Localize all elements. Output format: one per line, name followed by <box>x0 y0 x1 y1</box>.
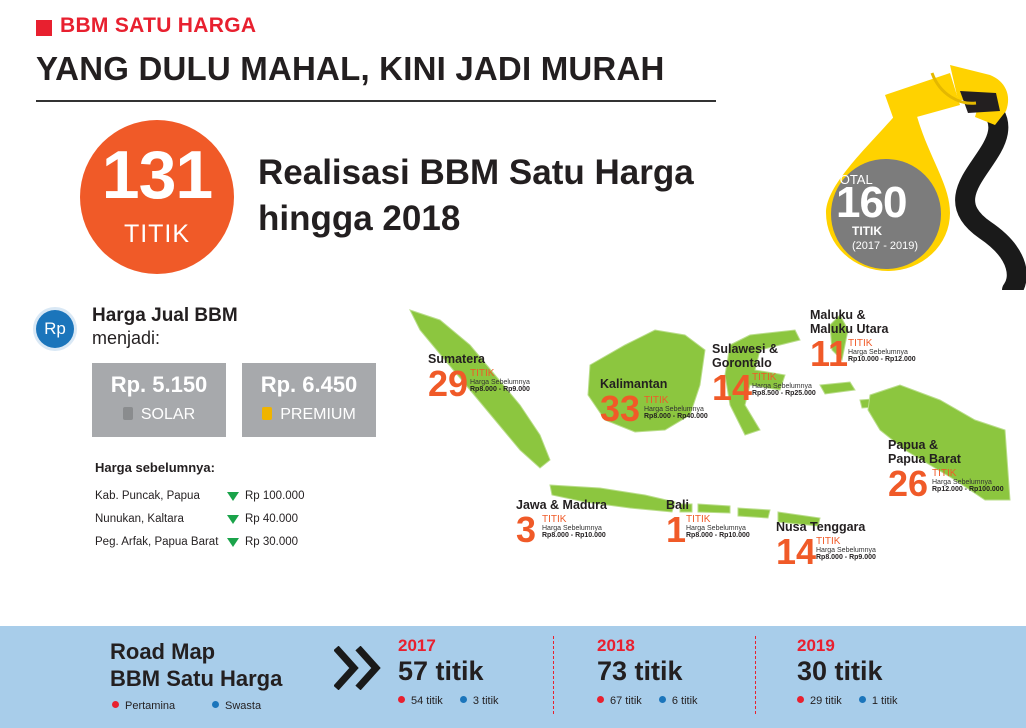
island-sulawesi <box>724 329 801 436</box>
kicker-square <box>36 20 52 36</box>
realisasi-circle: 131 TITIK <box>80 120 234 274</box>
red-dot-icon <box>112 701 119 708</box>
previous-location: Peg. Arfak, Papua Barat <box>95 536 219 548</box>
region-sulawesi: Sulawesi & Gorontalo 14 TITIK Harga Sebe… <box>712 342 816 408</box>
island-kalimantan <box>587 329 706 433</box>
total-label: TOTAL <box>832 172 873 187</box>
red-dot-icon <box>398 696 405 703</box>
region-count: 26 <box>888 463 929 504</box>
region-sumatera: Sumatera 29 TITIK Harga Sebelumnya Rp8.0… <box>428 352 530 404</box>
island-maluku-1 <box>829 314 849 362</box>
roadmap-year-2017: 2017 57 titik 54 titik 3 titik <box>398 636 499 707</box>
total-unit: TITIK <box>852 224 882 238</box>
total-period: (2017 - 2019) <box>852 240 919 252</box>
island-jawa <box>549 484 676 513</box>
island-bali <box>679 503 693 513</box>
total-count: 160 <box>836 178 907 227</box>
harga-title: Harga Jual BBM <box>92 305 238 326</box>
region-count: 3 <box>516 509 537 550</box>
fuel-nozzle-icon <box>885 65 1026 290</box>
fuel-pump-icon <box>122 407 133 420</box>
headline: YANG DULU MAHAL, KINI JADI MURAH <box>36 50 665 87</box>
region-kalimantan: Kalimantan 33 TITIK Harga Sebelumnya Rp8… <box>600 377 708 429</box>
double-chevron-icon <box>334 646 381 690</box>
down-triangle-icon <box>227 538 239 547</box>
region-count: 29 <box>428 363 469 404</box>
roadmap-band <box>0 626 1026 728</box>
region-papua: Papua & Papua Barat 26 TITIK Harga Sebel… <box>888 438 1004 504</box>
island-maluku-2 <box>819 381 856 395</box>
realisasi-text: Realisasi BBM Satu Harga hingga 2018 <box>258 153 694 238</box>
realisasi-count: 131 <box>101 137 213 213</box>
kicker: BBM SATU HARGA <box>60 14 257 37</box>
island-nusa-tenggara-3 <box>777 511 821 527</box>
previous-title: Harga sebelumnya: <box>95 460 215 475</box>
red-dot-icon <box>597 696 604 703</box>
down-triangle-icon <box>227 515 239 524</box>
region-count: 11 <box>810 333 849 374</box>
rupiah-icon: Rp <box>36 310 74 348</box>
previous-price: Rp 100.000 <box>245 490 305 502</box>
harga-subtitle: menjadi: <box>92 328 161 348</box>
price-solar-value: Rp. 5.150 <box>110 372 208 397</box>
price-solar: Rp. 5.150 SOLAR <box>92 363 226 437</box>
legend-pertamina: Pertamina <box>112 700 175 712</box>
island-nusa-tenggara-1 <box>697 503 731 514</box>
blue-dot-icon <box>658 696 666 703</box>
roadmap-title: Road Map BBM Satu Harga <box>110 639 283 691</box>
island-papua <box>867 384 1011 501</box>
roadmap-year-2019: 2019 30 titik 29 titik 1 titik <box>797 636 898 707</box>
previous-location: Nunukan, Kaltara <box>95 513 184 525</box>
previous-location: Kab. Puncak, Papua <box>95 490 200 502</box>
fuel-pump-icon <box>262 407 273 420</box>
realisasi-unit: TITIK <box>123 220 191 248</box>
region-count: 14 <box>776 531 817 572</box>
previous-price: Rp 40.000 <box>245 513 299 525</box>
region-count: 1 <box>666 509 687 550</box>
blue-dot-icon <box>212 701 219 708</box>
blue-dot-icon <box>459 696 467 703</box>
divider <box>553 636 554 714</box>
price-solar-label: SOLAR <box>140 406 196 423</box>
blue-dot-icon <box>858 696 866 703</box>
indonesia-map <box>409 309 1011 527</box>
region-jawa: Jawa & Madura 3 TITIK Harga Sebelumnya R… <box>516 498 608 550</box>
island-nusa-tenggara-2 <box>737 507 771 519</box>
previous-price: Rp 30.000 <box>245 536 299 548</box>
price-premium-value: Rp. 6.450 <box>260 372 358 397</box>
roadmap-year-2018: 2018 73 titik 67 titik 6 titik <box>597 636 698 707</box>
down-triangle-icon <box>227 492 239 501</box>
region-count: 33 <box>600 388 641 429</box>
legend-swasta: Swasta <box>212 700 261 712</box>
total-drop <box>826 95 950 271</box>
island-sumatera <box>409 309 551 469</box>
price-premium-label: PREMIUM <box>280 406 356 423</box>
headline-rule <box>36 100 716 102</box>
red-dot-icon <box>797 696 804 703</box>
region-bali: Bali 1 TITIK Harga Sebelumnya Rp8.000 - … <box>666 498 750 550</box>
region-count: 14 <box>712 367 753 408</box>
divider <box>755 636 756 714</box>
price-premium: Rp. 6.450 PREMIUM <box>242 363 376 437</box>
region-maluku: Maluku & Maluku Utara 11 TITIK Harga Seb… <box>810 308 916 374</box>
region-nusa-tenggara: Nusa Tenggara 14 TITIK Harga Sebelumnya … <box>776 520 876 572</box>
